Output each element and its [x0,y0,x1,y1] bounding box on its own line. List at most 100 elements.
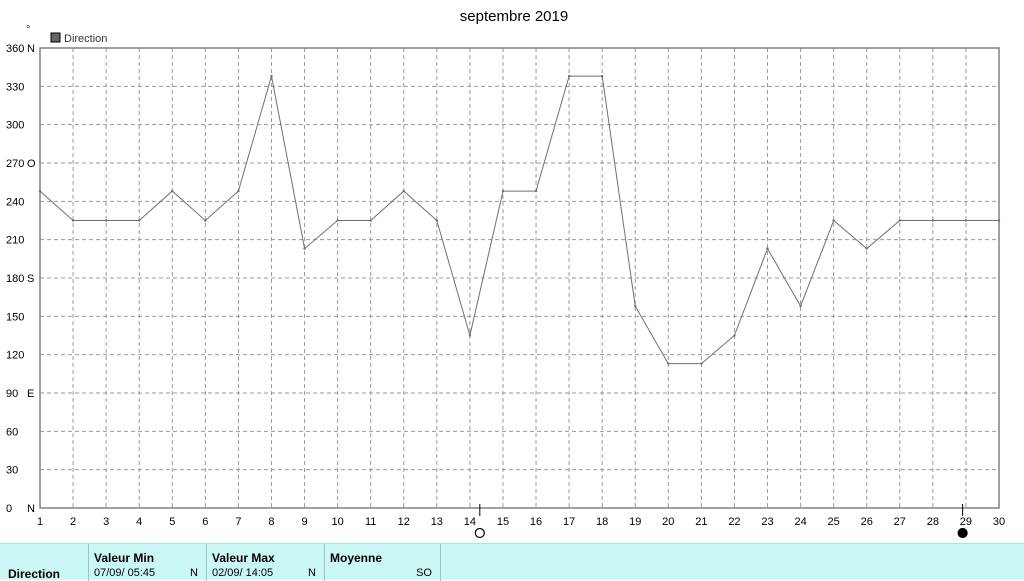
x-tick-label-29: 29 [960,516,972,528]
x-tick-label-23: 23 [761,516,773,528]
x-tick-label-9: 9 [301,516,307,528]
data-point-day-2 [72,219,74,221]
legend-label: Direction [64,33,107,45]
data-point-day-25 [832,219,834,221]
data-point-day-7 [237,190,239,192]
chart-title: septembre 2019 [460,8,568,25]
min-value-direction: N [190,567,198,579]
data-point-day-13 [436,219,438,221]
x-tick-label-8: 8 [268,516,274,528]
data-point-day-8 [270,75,272,77]
max-value-direction: N [308,567,316,579]
top-left-mark: ° [26,24,30,36]
x-tick-label-7: 7 [235,516,241,528]
data-point-day-21 [700,362,702,364]
data-point-day-18 [601,75,603,77]
data-point-day-26 [866,247,868,249]
series-layer [39,75,1000,365]
y-tick-label-120: 120 [6,350,24,362]
max-value-date: 02/09/ 14:05 [212,567,273,579]
y-tick-label-180: 180 [6,273,24,285]
x-tick-label-27: 27 [894,516,906,528]
y-tick-label-360: 360 [6,43,24,55]
y-tick-label-270: 270 [6,158,24,170]
x-tick-label-2: 2 [70,516,76,528]
y-dir-label-0: N [27,503,35,515]
x-tick-label-5: 5 [169,516,175,528]
y-tick-label-60: 60 [6,426,18,438]
data-point-day-3 [105,219,107,221]
y-tick-label-300: 300 [6,120,24,132]
x-tick-label-20: 20 [662,516,674,528]
data-point-day-20 [667,362,669,364]
y-tick-label-150: 150 [6,311,24,323]
y-tick-label-90: 90 [6,388,18,400]
x-tick-label-13: 13 [431,516,443,528]
data-point-day-29 [965,219,967,221]
data-point-day-23 [766,247,768,249]
x-tick-label-22: 22 [728,516,740,528]
x-tick-label-14: 14 [464,516,476,528]
y-dir-label-90: E [27,388,34,400]
x-tick-label-10: 10 [331,516,343,528]
stats-max-column: Valeur Max 02/09/ 14:05 N [207,544,325,581]
data-point-day-9 [303,247,305,249]
x-tick-label-6: 6 [202,516,208,528]
x-tick-label-3: 3 [103,516,109,528]
stats-series-column: Direction [0,544,89,581]
data-point-day-11 [369,219,371,221]
data-point-day-17 [568,75,570,77]
stats-series-label: Direction [8,567,60,581]
x-tick-label-30: 30 [993,516,1005,528]
x-tick-label-24: 24 [794,516,806,528]
data-point-day-1 [39,190,41,192]
x-tick-label-11: 11 [365,516,376,528]
x-tick-label-28: 28 [927,516,939,528]
stats-min-column: Valeur Min 07/09/ 05:45 N [89,544,207,581]
min-value-header: Valeur Min [94,551,154,565]
x-tick-label-15: 15 [497,516,509,528]
x-axis-ticks: 1 2 3 4 5 6 7 8 9 10 11 12 13 14 15 16 17 18 19 20 21 22 23 24 2… [37,516,1005,528]
full-moon-icon [475,529,484,538]
x-tick-label-19: 19 [629,516,641,528]
y-tick-label-30: 30 [6,465,18,477]
data-point-day-6 [204,219,206,221]
x-tick-label-18: 18 [596,516,608,528]
x-tick-label-4: 4 [136,516,142,528]
new-moon-icon [958,529,967,538]
max-value-header: Valeur Max [212,551,275,565]
x-tick-label-21: 21 [695,516,707,528]
data-point-day-14 [469,334,471,336]
stats-average-column: Moyenne SO [325,544,441,581]
data-point-day-28 [932,219,934,221]
y-dir-label-270: O [27,158,36,170]
y-tick-label-240: 240 [6,196,24,208]
grid-lines [40,48,999,508]
data-point-day-12 [403,190,405,192]
data-point-day-4 [138,219,140,221]
y-tick-label-210: 210 [6,235,24,247]
data-point-day-19 [634,305,636,307]
data-point-day-30 [998,219,1000,221]
x-tick-label-16: 16 [530,516,542,528]
data-point-day-16 [535,190,537,192]
x-tick-label-17: 17 [563,516,575,528]
y-tick-label-0: 0 [6,503,12,515]
y-dir-label-180: S [27,273,34,285]
data-point-day-10 [336,219,338,221]
stats-panel: Direction Valeur Min 07/09/ 05:45 N Vale… [0,543,1024,580]
x-tick-label-12: 12 [398,516,410,528]
series-line-direction [40,76,999,364]
x-tick-label-1: 1 [37,516,43,528]
legend-swatch [51,33,60,42]
data-point-day-15 [502,190,504,192]
x-tick-label-26: 26 [861,516,873,528]
average-header: Moyenne [330,551,382,565]
data-point-day-5 [171,190,173,192]
data-point-day-22 [733,334,735,336]
x-tick-label-25: 25 [828,516,840,528]
y-dir-label-360: N [27,43,35,55]
data-point-day-24 [799,305,801,307]
